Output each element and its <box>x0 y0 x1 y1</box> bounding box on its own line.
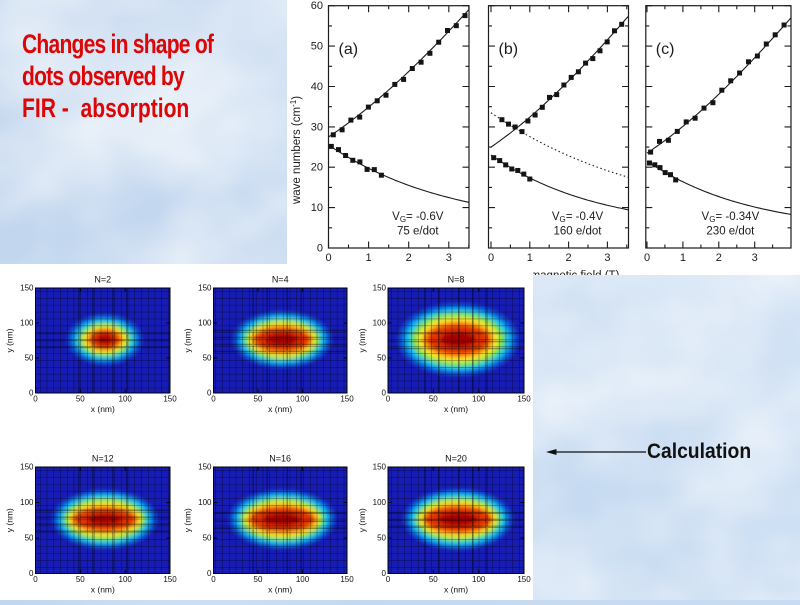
svg-text:50: 50 <box>25 534 34 543</box>
svg-text:2: 2 <box>406 252 412 264</box>
svg-text:30: 30 <box>311 121 323 133</box>
svg-text:y (nm): y (nm) <box>357 508 367 532</box>
svg-text:50: 50 <box>377 354 386 363</box>
svg-text:100: 100 <box>198 319 212 328</box>
svg-text:1: 1 <box>680 252 686 264</box>
svg-text:150: 150 <box>20 463 34 472</box>
svg-text:150: 150 <box>20 284 34 293</box>
svg-text:0: 0 <box>325 252 331 264</box>
svg-text:100: 100 <box>20 498 34 507</box>
svg-text:100: 100 <box>198 498 212 507</box>
svg-text:0: 0 <box>33 575 38 584</box>
svg-text:160 e/dot: 160 e/dot <box>554 226 603 238</box>
svg-text:0: 0 <box>382 569 387 578</box>
svg-text:150: 150 <box>340 575 354 584</box>
svg-text:(b): (b) <box>499 41 519 58</box>
svg-text:N=4: N=4 <box>272 275 289 285</box>
svg-text:0: 0 <box>386 575 391 584</box>
svg-text:0: 0 <box>33 395 38 404</box>
svg-text:50: 50 <box>76 575 85 584</box>
svg-text:150: 150 <box>163 575 177 584</box>
svg-text:2: 2 <box>566 252 572 264</box>
svg-text:20: 20 <box>311 162 323 174</box>
svg-text:2: 2 <box>716 252 722 264</box>
svg-text:75 e/dot: 75 e/dot <box>397 226 439 238</box>
svg-text:VG= -0.34V: VG= -0.34V <box>702 211 760 224</box>
svg-text:N=2: N=2 <box>94 275 111 285</box>
svg-text:100: 100 <box>20 319 34 328</box>
svg-text:y (nm): y (nm) <box>5 328 15 352</box>
svg-text:VG= -0.6V: VG= -0.6V <box>392 211 444 224</box>
svg-text:150: 150 <box>517 575 531 584</box>
svg-text:x (nm): x (nm) <box>91 585 115 595</box>
svg-text:x (nm): x (nm) <box>91 404 115 414</box>
svg-text:50: 50 <box>254 575 263 584</box>
svg-text:y (nm): y (nm) <box>5 508 15 532</box>
svg-text:100: 100 <box>472 395 486 404</box>
svg-text:50: 50 <box>311 41 323 53</box>
svg-text:50: 50 <box>203 534 212 543</box>
svg-text:y (nm): y (nm) <box>183 508 193 532</box>
svg-text:0: 0 <box>211 395 216 404</box>
svg-text:50: 50 <box>254 395 263 404</box>
svg-text:50: 50 <box>25 354 34 363</box>
svg-text:50: 50 <box>76 395 85 404</box>
svg-text:1: 1 <box>527 252 533 264</box>
svg-text:230 e/dot: 230 e/dot <box>706 226 755 238</box>
svg-text:0: 0 <box>207 389 212 398</box>
svg-text:VG= -0.4V: VG= -0.4V <box>552 211 604 224</box>
svg-text:50: 50 <box>429 575 438 584</box>
svg-text:0: 0 <box>488 252 494 264</box>
svg-text:100: 100 <box>296 395 310 404</box>
svg-text:150: 150 <box>517 395 531 404</box>
svg-text:150: 150 <box>373 463 387 472</box>
svg-text:N=20: N=20 <box>445 454 467 464</box>
svg-text:y (nm): y (nm) <box>357 328 367 352</box>
svg-text:50: 50 <box>429 395 438 404</box>
svg-text:0: 0 <box>211 575 216 584</box>
svg-text:50: 50 <box>203 354 212 363</box>
svg-text:40: 40 <box>311 81 323 93</box>
svg-text:100: 100 <box>119 575 133 584</box>
svg-text:100: 100 <box>373 319 387 328</box>
svg-text:50: 50 <box>377 534 386 543</box>
svg-text:3: 3 <box>604 252 610 264</box>
svg-text:150: 150 <box>198 463 212 472</box>
svg-text:100: 100 <box>296 575 310 584</box>
svg-text:0: 0 <box>207 569 212 578</box>
svg-text:150: 150 <box>163 395 177 404</box>
svg-text:(a): (a) <box>339 41 359 58</box>
svg-text:y (nm): y (nm) <box>183 328 193 352</box>
svg-text:100: 100 <box>119 395 133 404</box>
svg-text:wave numbers (cm-1): wave numbers (cm-1) <box>289 96 303 205</box>
svg-text:x (nm): x (nm) <box>268 404 292 414</box>
svg-text:0: 0 <box>29 389 34 398</box>
svg-text:0: 0 <box>29 569 34 578</box>
svg-text:1: 1 <box>366 252 372 264</box>
svg-text:x (nm): x (nm) <box>268 585 292 595</box>
svg-text:3: 3 <box>446 252 452 264</box>
svg-text:60: 60 <box>311 0 323 12</box>
svg-text:0: 0 <box>317 243 323 255</box>
svg-text:10: 10 <box>311 202 323 214</box>
svg-text:0: 0 <box>644 252 650 264</box>
svg-text:100: 100 <box>472 575 486 584</box>
svg-text:x (nm): x (nm) <box>444 404 468 414</box>
svg-text:100: 100 <box>373 498 387 507</box>
svg-text:N=16: N=16 <box>269 454 291 464</box>
svg-text:N=12: N=12 <box>92 454 114 464</box>
svg-text:0: 0 <box>386 395 391 404</box>
svg-text:150: 150 <box>340 395 354 404</box>
svg-text:N=8: N=8 <box>448 275 465 285</box>
svg-text:150: 150 <box>198 284 212 293</box>
svg-text:0: 0 <box>382 389 387 398</box>
svg-text:(c): (c) <box>656 41 675 58</box>
svg-text:3: 3 <box>752 252 758 264</box>
svg-text:magnetic field (T): magnetic field (T) <box>531 270 620 275</box>
svg-text:x (nm): x (nm) <box>444 585 468 595</box>
svg-text:150: 150 <box>373 284 387 293</box>
